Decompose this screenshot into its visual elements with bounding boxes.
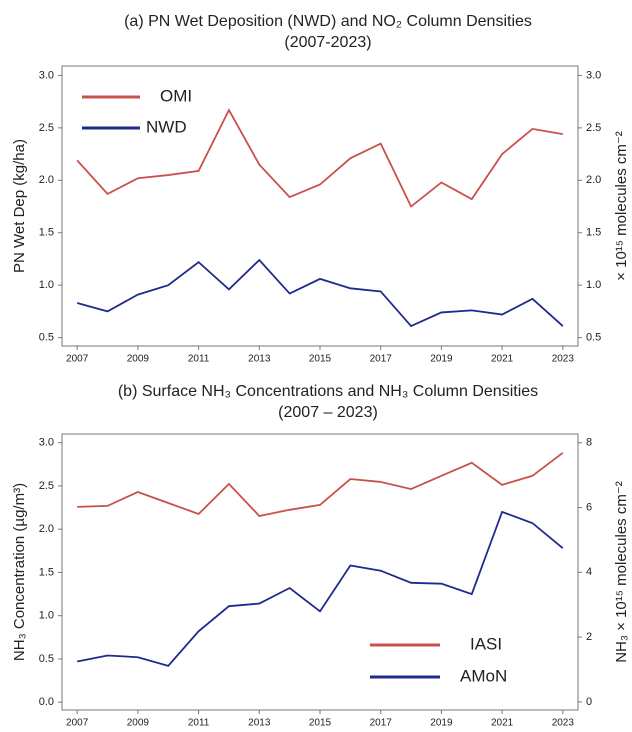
data-line xyxy=(77,452,564,517)
x-tick-label: 2007 xyxy=(66,718,89,729)
y2-axis-label: NH₃ × 10¹⁵ molecules cm⁻² xyxy=(613,481,630,663)
x-tick-label: 2013 xyxy=(248,354,271,365)
chart-title: (a) PN Wet Deposition (NWD) and NO₂ Colu… xyxy=(124,13,532,30)
y2-tick-label: 2.5 xyxy=(586,122,601,134)
data-line xyxy=(76,108,563,208)
x-tick-label: 2009 xyxy=(127,354,150,365)
legend-label: IASI xyxy=(470,634,502,653)
x-tick-label: 2015 xyxy=(309,718,332,729)
y-tick-label: 0.5 xyxy=(39,332,54,344)
x-tick-label: 2007 xyxy=(66,354,89,365)
y-tick-label: 2.5 xyxy=(39,122,54,134)
y-tick-label: 1.0 xyxy=(39,610,54,622)
y-axis-label: NH₃ Concentration (µg/m³) xyxy=(11,483,28,661)
y2-tick-label: 0 xyxy=(586,696,592,708)
chart-title: (2007-2023) xyxy=(284,34,371,51)
y-tick-label: 2.0 xyxy=(39,174,54,186)
data-line xyxy=(76,258,564,328)
y2-tick-label: 2 xyxy=(586,631,592,643)
x-tick-label: 2021 xyxy=(491,718,514,729)
y-tick-label: 0.5 xyxy=(39,653,54,665)
x-tick-label: 2013 xyxy=(248,718,271,729)
chart-title: (2007 – 2023) xyxy=(278,404,378,421)
y-tick-label: 1.0 xyxy=(39,279,54,291)
x-tick-label: 2017 xyxy=(370,718,393,729)
legend-label: NWD xyxy=(146,117,187,136)
x-tick-label: 2015 xyxy=(309,354,332,365)
y-tick-label: 2.0 xyxy=(39,523,54,535)
y2-tick-label: 1.5 xyxy=(586,227,601,239)
y2-tick-label: 2.0 xyxy=(586,174,601,186)
x-tick-label: 2023 xyxy=(552,718,575,729)
x-tick-label: 2019 xyxy=(430,354,453,365)
y2-tick-label: 0.5 xyxy=(586,332,601,344)
y-axis-label: PN Wet Dep (kg/ha) xyxy=(11,139,28,273)
x-tick-label: 2021 xyxy=(491,354,514,365)
data-line xyxy=(77,510,564,667)
x-tick-label: 2011 xyxy=(188,718,210,729)
y-tick-label: 3.0 xyxy=(39,69,54,81)
y2-tick-label: 6 xyxy=(586,501,592,513)
y-tick-label: 0.0 xyxy=(39,696,54,708)
y2-tick-label: 4 xyxy=(586,566,592,578)
legend-label: OMI xyxy=(160,86,192,105)
legend-label: AMoN xyxy=(460,666,507,685)
x-tick-label: 2023 xyxy=(552,354,575,365)
x-tick-label: 2011 xyxy=(188,354,210,365)
x-tick-label: 2017 xyxy=(370,354,393,365)
y-tick-label: 1.5 xyxy=(39,227,54,239)
x-tick-label: 2019 xyxy=(430,718,453,729)
y-tick-label: 2.5 xyxy=(39,480,54,492)
y2-tick-label: 8 xyxy=(586,437,592,449)
plot-frame xyxy=(61,65,579,347)
chart-title: (b) Surface NH₃ Concentrations and NH₃ C… xyxy=(118,383,538,400)
y-tick-label: 3.0 xyxy=(39,437,54,449)
y2-axis-label: × 10¹⁵ molecules cm⁻² xyxy=(613,131,630,281)
x-tick-label: 2009 xyxy=(127,718,150,729)
y2-tick-label: 3.0 xyxy=(586,69,601,81)
y2-tick-label: 1.0 xyxy=(586,279,601,291)
y-tick-label: 1.5 xyxy=(39,566,54,578)
